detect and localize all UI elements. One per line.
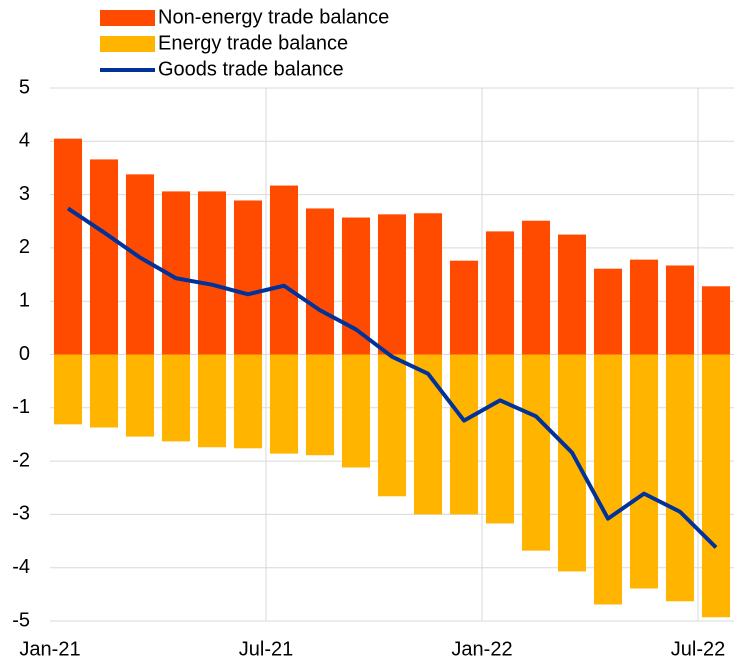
bar [701,286,731,355]
bar [665,265,695,355]
bar [305,208,335,355]
x-tick-label: Jan-21 [19,638,80,660]
bar [701,354,731,618]
y-tick-label: -4 [12,556,30,578]
x-tick-label: Jul-22 [671,638,725,660]
bar [269,354,299,454]
bar [53,354,83,425]
bar [53,138,83,355]
bar [521,220,551,355]
bar [557,354,587,572]
x-tick-label: Jul-21 [239,638,293,660]
bar [341,354,371,468]
legend-label: Goods trade balance [158,58,344,80]
y-tick-label: -3 [12,503,30,525]
bar [341,217,371,355]
y-tick-label: -2 [12,449,30,471]
y-tick-label: 2 [19,236,30,258]
bar [233,200,263,355]
bar [269,185,299,355]
legend-label: Energy trade balance [158,32,348,54]
bar [593,354,623,605]
legend-swatch [100,36,155,52]
bar [89,159,119,355]
bar [233,354,263,449]
line [66,206,718,549]
bar [377,214,407,355]
bar [449,260,479,355]
bar [89,354,119,428]
y-tick-label: 5 [19,76,30,98]
y-tick-label: -5 [12,609,30,631]
bar [449,354,479,515]
bar [485,231,515,355]
bar [305,354,335,456]
bar [413,354,443,515]
x-tick-label: Jan-22 [451,638,512,660]
y-tick-label: -1 [12,396,30,418]
legend-label: Non-energy trade balance [158,6,389,28]
bar [197,354,227,448]
bar [629,354,659,589]
bar [485,354,515,524]
legend-swatch [100,10,155,26]
bar [161,354,191,442]
y-tick-label: 0 [19,343,30,365]
y-tick-label: 3 [19,183,30,205]
bar [557,234,587,355]
bar [197,191,227,355]
y-tick-label: 4 [19,130,30,152]
bar [125,354,155,437]
bar [629,259,659,355]
bar [665,354,695,602]
bar [593,268,623,355]
y-tick-label: 1 [19,289,30,311]
bar [521,354,551,551]
bar [377,354,407,497]
bar [413,213,443,355]
